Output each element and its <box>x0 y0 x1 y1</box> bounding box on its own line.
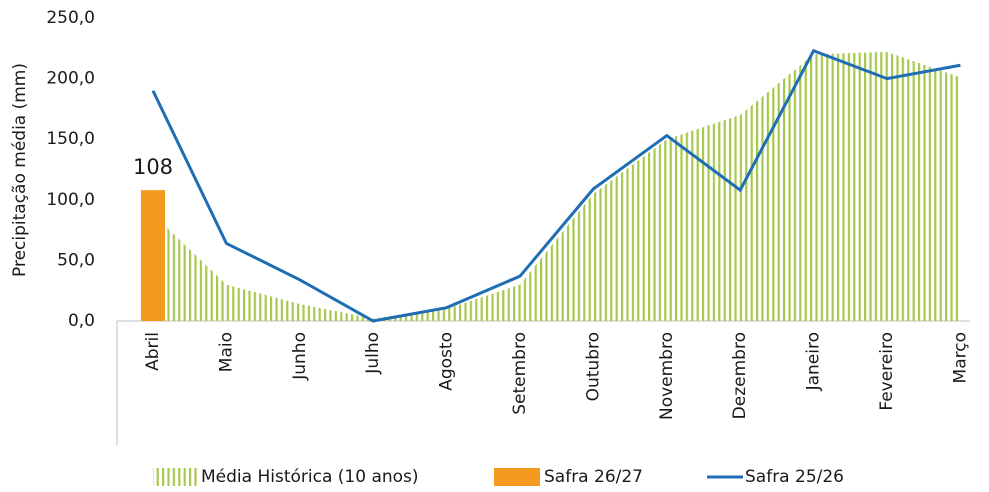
y-tick-label: 250,0 <box>46 8 95 28</box>
x-tick-label: Janeiro <box>804 332 824 391</box>
line <box>151 48 961 323</box>
x-tick-label: Setembro <box>510 332 530 415</box>
x-tick-label: Julho <box>363 332 383 375</box>
data-label: 108 <box>133 155 173 179</box>
x-tick-label: Fevereiro <box>877 332 897 411</box>
legend-label: Safra 25/26 <box>745 467 844 487</box>
y-tick-label: 200,0 <box>46 69 95 89</box>
x-tick-label: Novembro <box>657 332 677 420</box>
legend-swatch <box>153 468 197 486</box>
x-tick-label: Maio <box>216 332 236 372</box>
y-tick-label: 50,0 <box>57 250 95 270</box>
legend-label: Média Histórica (10 anos) <box>201 467 419 487</box>
x-tick-label: Agosto <box>437 332 457 391</box>
area <box>153 51 961 321</box>
x-tick-label: Abril <box>143 332 163 371</box>
y-tick-label: 150,0 <box>46 129 95 149</box>
bar <box>141 190 165 321</box>
x-tick-label: Outubro <box>583 332 603 401</box>
x-tick-label: Dezembro <box>730 332 750 419</box>
legend-label: Safra 26/27 <box>544 467 643 487</box>
y-tick-label: 100,0 <box>46 190 95 210</box>
legend-swatch <box>494 468 540 486</box>
y-axis-title: Precipitação média (mm) <box>10 63 30 277</box>
x-tick-label: Março <box>950 332 970 383</box>
y-tick-label: 0,0 <box>68 311 95 331</box>
x-tick-label: Junho <box>290 332 310 381</box>
